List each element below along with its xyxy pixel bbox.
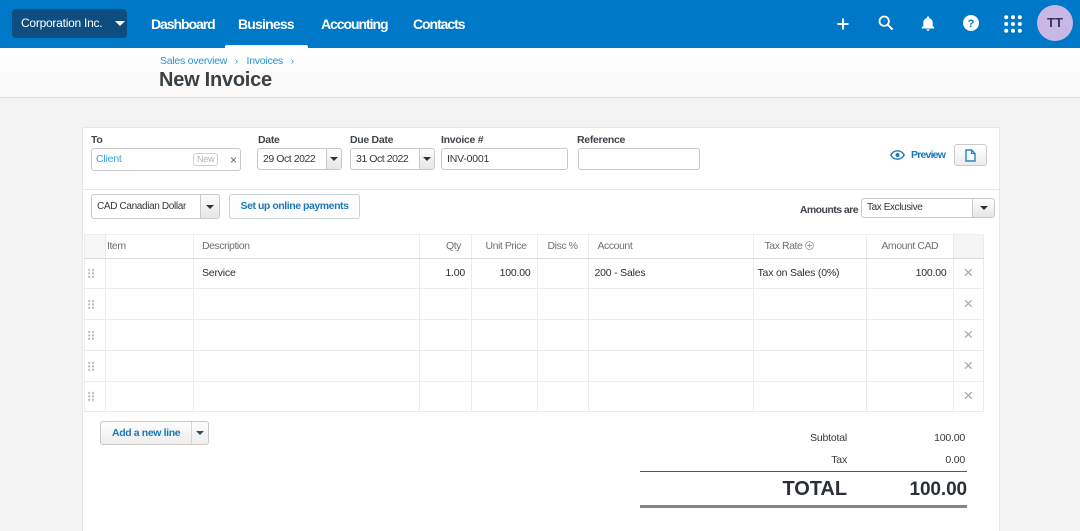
svg-text:?: ? [968, 18, 975, 30]
